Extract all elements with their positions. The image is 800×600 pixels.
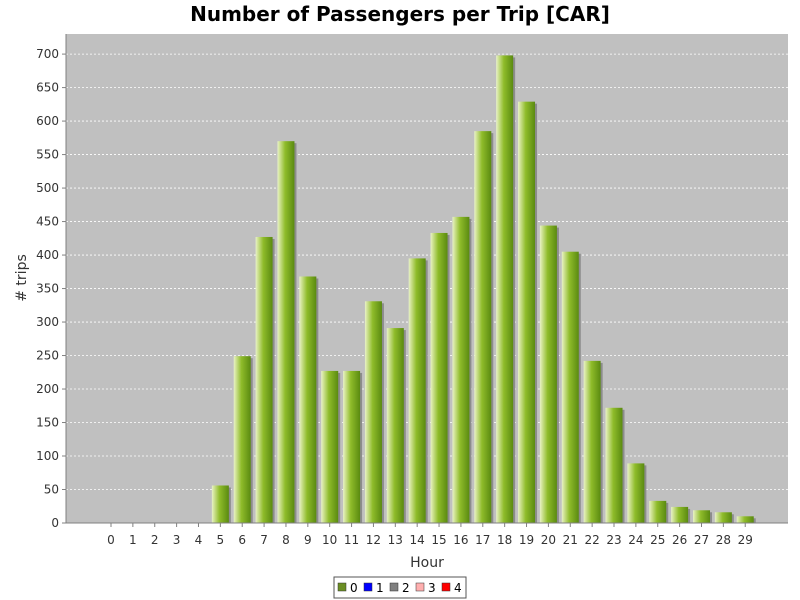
bar xyxy=(321,370,339,523)
x-tick-label: 1 xyxy=(129,533,137,547)
y-tick-label: 350 xyxy=(36,282,59,296)
x-axis-label: Hour xyxy=(410,555,444,571)
x-tick-label: 12 xyxy=(366,533,381,547)
bar xyxy=(430,232,448,523)
y-axis-label: # trips xyxy=(14,254,30,302)
x-tick-label: 18 xyxy=(497,533,512,547)
x-axis-ticks: 0 1 2 3 4 5 6 7 8 9 10 11 12 13 14 15 16 17 18 19 20 21 22 23 24… xyxy=(107,523,753,547)
bar xyxy=(692,510,710,523)
bar xyxy=(452,216,470,523)
bar xyxy=(583,360,601,523)
x-tick-label: 20 xyxy=(541,533,556,547)
x-tick-label: 10 xyxy=(322,533,337,547)
x-tick-label: 28 xyxy=(716,533,731,547)
bar xyxy=(496,55,514,524)
x-tick-label: 29 xyxy=(738,533,753,547)
bars xyxy=(211,55,756,524)
x-tick-label: 19 xyxy=(519,533,534,547)
legend-swatch xyxy=(337,582,347,592)
x-tick-label: 26 xyxy=(672,533,687,547)
y-axis-ticks: 0 50 100 150 200 250 300 350 400 450 500 550 600 650 7… xyxy=(36,47,66,530)
x-tick-label: 14 xyxy=(410,533,425,547)
legend-entry: 4 xyxy=(454,581,462,595)
legend-entry: 0 xyxy=(350,581,358,595)
legend-swatch xyxy=(441,582,451,592)
legend-box xyxy=(333,576,467,599)
bar xyxy=(736,516,754,523)
x-tick-label: 2 xyxy=(151,533,159,547)
bar xyxy=(561,251,579,523)
x-tick-label: 9 xyxy=(304,533,312,547)
bar xyxy=(211,485,229,523)
x-tick-label: 17 xyxy=(475,533,490,547)
x-tick-label: 24 xyxy=(628,533,643,547)
y-tick-label: 550 xyxy=(36,148,59,162)
x-tick-label: 13 xyxy=(388,533,403,547)
bar xyxy=(277,141,295,523)
x-tick-label: 11 xyxy=(344,533,359,547)
bar xyxy=(474,131,492,524)
x-tick-label: 21 xyxy=(563,533,578,547)
bar xyxy=(539,225,557,524)
chart-title: Number of Passengers per Trip [CAR] xyxy=(190,2,610,26)
x-tick-label: 25 xyxy=(650,533,665,547)
bar xyxy=(671,506,689,523)
y-tick-label: 100 xyxy=(36,449,59,463)
bar xyxy=(714,512,732,523)
bar xyxy=(233,356,251,523)
x-tick-label: 7 xyxy=(260,533,268,547)
x-tick-label: 4 xyxy=(195,533,203,547)
legend-entry: 3 xyxy=(428,581,436,595)
x-tick-label: 27 xyxy=(694,533,709,547)
bar xyxy=(605,407,623,523)
y-tick-label: 200 xyxy=(36,382,59,396)
x-tick-label: 16 xyxy=(453,533,468,547)
y-tick-label: 0 xyxy=(51,516,59,530)
legend: 0 1 2 3 4 xyxy=(333,576,467,599)
bar xyxy=(649,500,667,523)
bar xyxy=(408,258,426,523)
y-tick-label: 50 xyxy=(44,483,59,497)
x-tick-label: 23 xyxy=(606,533,621,547)
x-tick-label: 6 xyxy=(238,533,246,547)
legend-swatch xyxy=(415,582,425,592)
y-tick-label: 600 xyxy=(36,114,59,128)
bar xyxy=(299,276,317,523)
x-tick-label: 22 xyxy=(584,533,599,547)
y-tick-label: 500 xyxy=(36,181,59,195)
y-tick-label: 450 xyxy=(36,215,59,229)
bar xyxy=(343,370,361,523)
legend-entry: 2 xyxy=(402,581,410,595)
bar xyxy=(627,463,645,523)
y-tick-label: 250 xyxy=(36,349,59,363)
x-tick-label: 15 xyxy=(431,533,446,547)
legend-swatch xyxy=(389,582,399,592)
bar xyxy=(364,301,382,523)
y-tick-label: 700 xyxy=(36,47,59,61)
y-tick-label: 300 xyxy=(36,315,59,329)
x-tick-label: 5 xyxy=(217,533,225,547)
y-tick-label: 400 xyxy=(36,248,59,262)
x-tick-label: 3 xyxy=(173,533,181,547)
bar xyxy=(518,101,536,524)
y-tick-label: 650 xyxy=(36,81,59,95)
bar xyxy=(255,236,273,523)
y-tick-label: 150 xyxy=(36,416,59,430)
x-tick-label: 8 xyxy=(282,533,290,547)
bar xyxy=(386,328,404,523)
legend-entry: 1 xyxy=(376,581,384,595)
x-tick-label: 0 xyxy=(107,533,115,547)
legend-swatch xyxy=(363,582,373,592)
